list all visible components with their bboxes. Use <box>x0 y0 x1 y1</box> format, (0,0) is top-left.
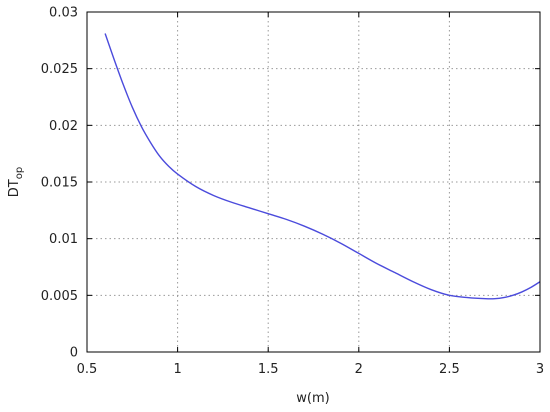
gridlines <box>87 12 540 352</box>
x-tick-labels: 0.5 1 1.5 2 2.5 3 <box>77 362 544 377</box>
plot-frame <box>86 11 541 353</box>
y-tick-label: 0.025 <box>41 62 78 77</box>
x-tick-label: 1.5 <box>258 362 279 377</box>
y-axis-label-subscript: op <box>14 167 25 179</box>
series-line <box>104 33 541 300</box>
x-tick-label: 3 <box>536 362 544 377</box>
y-tick-label: 0.03 <box>49 6 78 21</box>
y-axis-label: DTop <box>7 167 25 197</box>
x-tick-label: 1 <box>173 362 181 377</box>
y-tick-label: 0.015 <box>41 176 78 191</box>
x-tick-label: 0.5 <box>77 362 98 377</box>
y-tick-label: 0.02 <box>49 119 78 134</box>
y-axis-label-main: DT <box>7 179 22 197</box>
y-tick-label: 0 <box>70 346 78 361</box>
x-axis-label: w(m) <box>296 391 329 406</box>
y-tick-labels: 0 0.005 0.01 0.015 0.02 0.025 0.03 <box>41 6 78 361</box>
y-tick-label: 0.005 <box>41 289 78 304</box>
x-tick-label: 2 <box>355 362 363 377</box>
x-tick-label: 2.5 <box>439 362 460 377</box>
y-tick-label: 0.01 <box>49 232 78 247</box>
